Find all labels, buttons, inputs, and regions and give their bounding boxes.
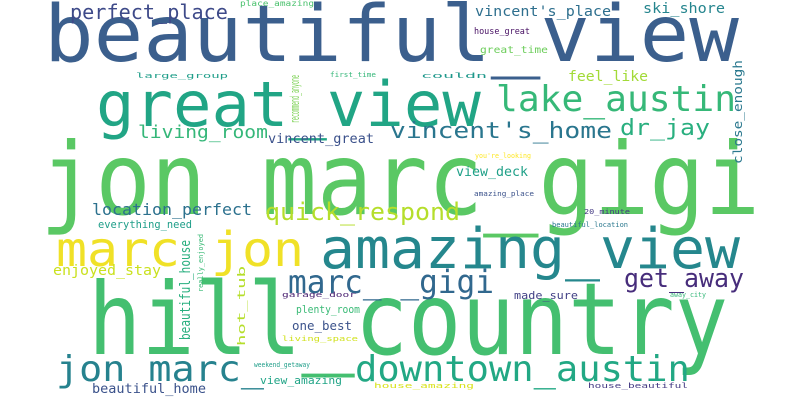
word-house-beautiful: garage_door [282, 291, 356, 299]
word-dr-jay: dr_jay [620, 116, 710, 141]
word-vincents-place: vincent's_place [475, 4, 612, 20]
word-really-enjoyed: house_beautiful [588, 382, 689, 390]
word-downtown-austin: downtown_austin [355, 349, 690, 390]
word-great-view: great_view [96, 68, 481, 141]
word-away-city: 20_minute [584, 208, 631, 216]
word-house-amazing: really_enjoyed [197, 233, 205, 292]
word-vincent-great: vincent_great [268, 132, 375, 147]
word-marc-gigi: marc_ _gigi [288, 263, 494, 301]
word-20-minute: first_time [330, 71, 376, 79]
word-plenty-room: plenty_room [296, 303, 360, 316]
word-place-amazing: close_enough [731, 60, 745, 164]
word-jon-marc-gigi: jon marc_gigi [40, 121, 761, 238]
word-enjoyed-stay: enjoyed_stay [53, 263, 162, 279]
word-house-great: hot_tub [235, 265, 248, 346]
word-view-deck: view_deck [456, 165, 529, 180]
word-great-time: beautiful_house [178, 239, 194, 340]
word-get-away: get_away [624, 264, 744, 294]
word-living-room: living_room [138, 122, 268, 143]
word-marc-jon: marc jon [56, 222, 305, 278]
word-view-amazing: view_amazing [260, 374, 343, 387]
word-beautiful-home: beautiful_home [92, 382, 206, 397]
word-couldn: recommend_anyone [288, 75, 302, 123]
word-location-perfect: location_perfect [92, 200, 252, 219]
word-first-time: great_time [480, 45, 548, 56]
word-hot-tub: away_city [670, 291, 707, 299]
word-weekend-getaway: beautiful_location [552, 221, 629, 229]
word-everything-need: everything_need [98, 218, 192, 231]
word-vincents-home: vincent's_home [390, 119, 612, 144]
word-recommend-anyone: house_amazing [374, 382, 475, 390]
word-quick-respond: quick_respond [265, 198, 460, 226]
word-lake-austin: lake_austin [496, 79, 737, 120]
word-beautiful-location: large_group [136, 72, 228, 80]
word-amazing-place: couldn [421, 72, 487, 80]
word-beautiful-house: living_space [282, 335, 359, 343]
word-beautiful-view: beautiful_view [44, 0, 739, 80]
word-made-sure: made_sure [514, 289, 579, 302]
word-amazing-view: amazing_view [320, 217, 740, 282]
word-one-best: one_best [292, 319, 352, 333]
word-garage-door: you're_looking [475, 152, 532, 160]
word-close-enough: weekend_getaway [254, 361, 311, 369]
word-ski-shore: ski_shore [643, 1, 726, 17]
word-jon-marc-underscore: jon marc_ [56, 349, 264, 390]
word-feel-like: feel_like [568, 69, 649, 85]
word-hill-country: hill_country [88, 261, 729, 378]
word-youre-looking: place_amazing [240, 0, 315, 8]
word-large-group: house_great [474, 27, 530, 37]
word-living-space: amazing_place [474, 190, 535, 198]
word-perfect-place: perfect_place [70, 0, 228, 24]
